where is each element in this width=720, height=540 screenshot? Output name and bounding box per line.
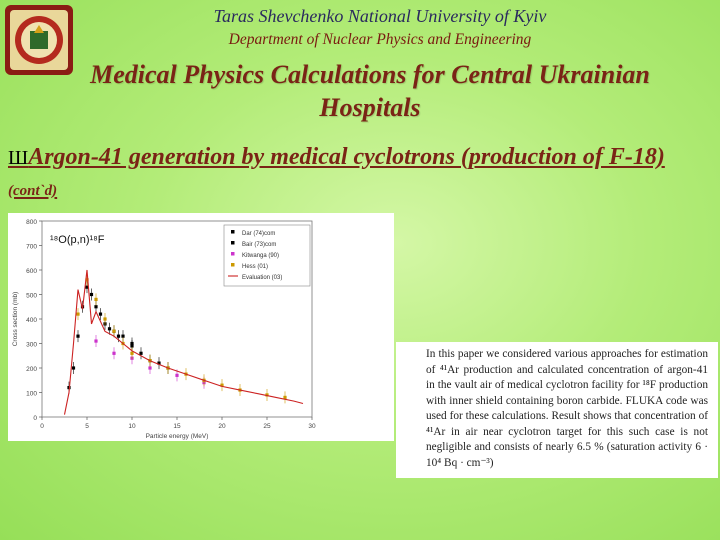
x-tick-label: 25 [263, 423, 271, 430]
y-tick-label: 800 [26, 219, 37, 226]
university-logo [5, 5, 73, 75]
x-axis-label: Particle energy (MeV) [146, 433, 209, 440]
bullet-glyph: Ш [8, 147, 29, 169]
legend-swatch [231, 241, 235, 245]
y-tick-label: 200 [26, 366, 37, 373]
abstract-text: In this paper we considered various appr… [426, 348, 708, 469]
chart-title: ¹⁸O(p,n)¹⁸F [50, 234, 105, 246]
legend-entry: Dar (74)com [242, 231, 275, 237]
slide-title: Medical Physics Calculations for Central… [90, 60, 650, 122]
y-axis-label: Cross section (mb) [12, 292, 19, 347]
y-tick-label: 700 [26, 244, 37, 251]
legend-entry: Bair (73)com [242, 242, 276, 248]
x-tick-label: 20 [218, 423, 226, 430]
y-tick-label: 300 [26, 342, 37, 349]
legend-entry: Hess (01) [242, 264, 268, 270]
series-line-evaluation [63, 269, 304, 415]
chart-svg: 0 100 200 300 400 500 600 700 800 0 5 10 15 20 25 30 Par… [12, 219, 316, 440]
university-name: Taras Shevchenko National University of … [213, 6, 547, 26]
x-tick-label: 5 [85, 423, 89, 430]
x-tick-label: 10 [128, 423, 136, 430]
y-tick-label: 0 [33, 415, 37, 422]
y-tick-label: 400 [26, 317, 37, 324]
y-tick-label: 100 [26, 391, 37, 398]
y-tick-label: 600 [26, 268, 37, 275]
x-tick-label: 0 [40, 423, 44, 430]
abstract-box: In this paper we considered various appr… [396, 342, 718, 478]
legend-swatch [231, 252, 235, 256]
legend-swatch [231, 263, 235, 267]
subtitle-text: Argon-41 generation by medical cyclotron… [28, 144, 665, 170]
department-name: Department of Nuclear Physics and Engine… [228, 31, 532, 48]
legend-swatch [231, 230, 235, 234]
y-tick-label: 500 [26, 293, 37, 300]
x-tick-label: 15 [173, 423, 181, 430]
legend-entry: Evaluation (03) [242, 275, 282, 281]
legend-box [223, 224, 311, 287]
slide-subtitle: ШArgon-41 generation by medical cyclotro… [8, 142, 708, 206]
cross-section-chart: 0 100 200 300 400 500 600 700 800 0 5 10 15 20 25 30 Par… [8, 213, 394, 441]
x-tick-label: 30 [308, 423, 316, 430]
legend-entry: Kitwanga (90) [242, 253, 279, 259]
subtitle-suffix: (cont`d) [8, 183, 58, 199]
